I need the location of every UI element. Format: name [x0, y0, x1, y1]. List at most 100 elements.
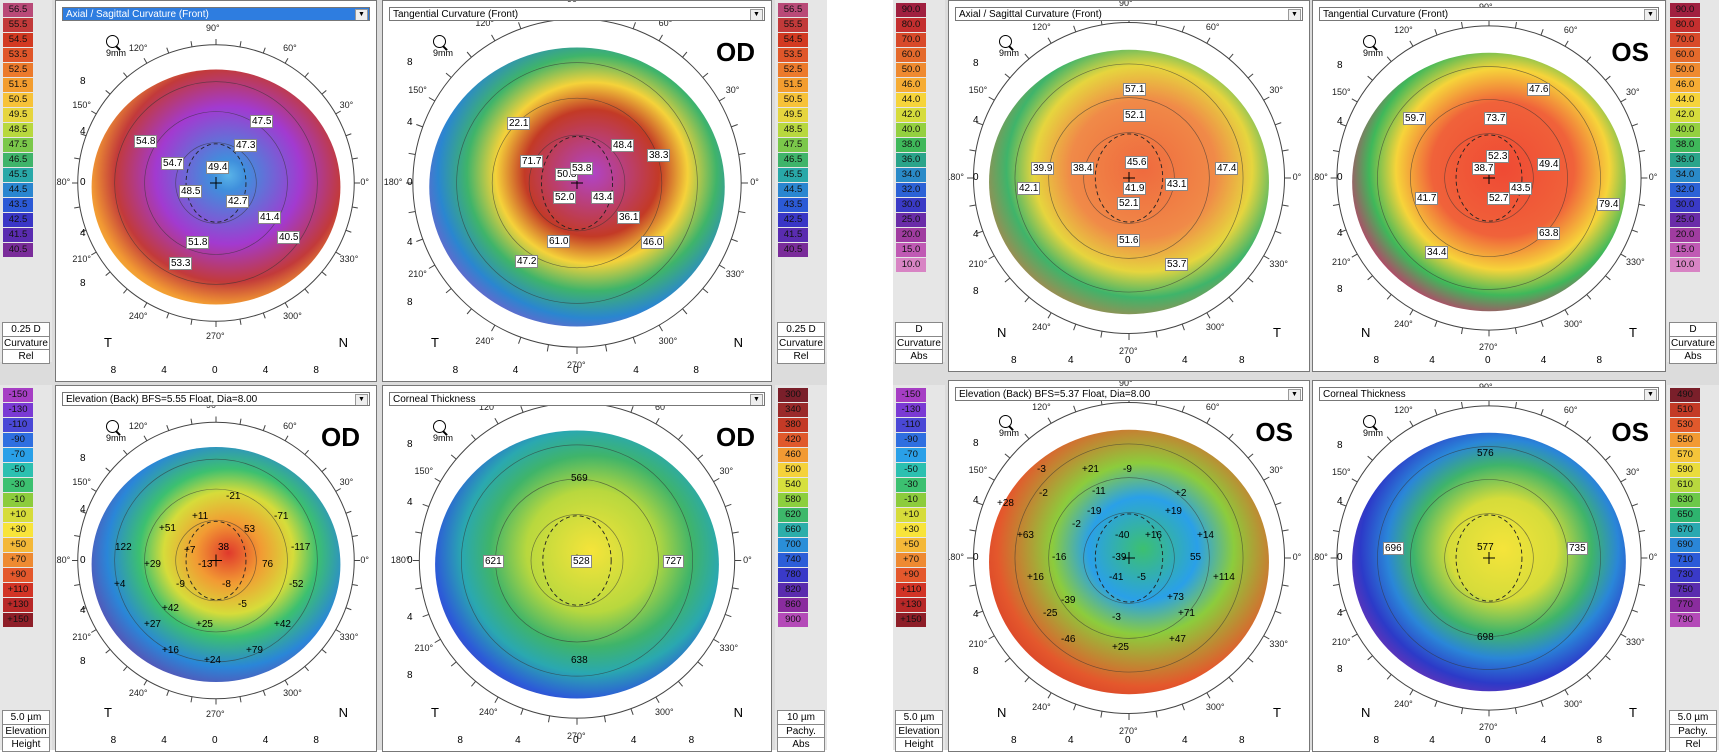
scale-swatch: 670 — [1670, 523, 1700, 537]
zoom-icon[interactable]: 9mm — [106, 420, 126, 443]
scale-swatch: 900 — [778, 613, 808, 627]
side-label-left: T — [104, 705, 112, 720]
y-tick-label: 4 — [1337, 496, 1343, 508]
scale-swatch: 340 — [778, 403, 808, 417]
chevron-down-icon[interactable]: ▼ — [1288, 389, 1301, 400]
chevron-down-icon[interactable]: ▼ — [1288, 9, 1301, 20]
protractor-tick — [335, 251, 341, 256]
zoom-icon[interactable]: 9mm — [1363, 35, 1383, 58]
scale-swatch: 610 — [1670, 478, 1700, 492]
protractor-tick — [713, 638, 720, 644]
y-tick-label: 4 — [1337, 227, 1343, 239]
map-type-dropdown[interactable]: Elevation (Back) BFS=5.37 Float, Dia=8.0… — [955, 387, 1303, 401]
protractor-tick — [80, 133, 87, 137]
scale-swatch: 620 — [778, 508, 808, 522]
degree-label: 180° — [383, 177, 403, 187]
x-tick-label: 4 — [1429, 355, 1435, 366]
scale-swatch: 80.0 — [896, 18, 926, 32]
side-label-right: N — [338, 335, 348, 350]
scale-swatch: +70 — [3, 553, 33, 567]
zoom-icon[interactable]: 9mm — [433, 420, 453, 443]
protractor-tick — [166, 47, 170, 54]
map-value: +42 — [274, 618, 291, 630]
protractor-tick — [166, 312, 170, 319]
degree-label: 210° — [72, 254, 91, 265]
scale-swatch: +50 — [3, 538, 33, 552]
y-tick-label: 8 — [1337, 283, 1343, 295]
map-type-dropdown[interactable]: Tangential Curvature (Front) ▼ — [389, 7, 765, 21]
map-value: 47.6 — [1527, 83, 1551, 96]
x-tick-label: 8 — [1010, 735, 1017, 746]
protractor-tick — [74, 584, 80, 586]
map-type-dropdown[interactable]: Axial / Sagittal Curvature (Front) ▼ — [955, 7, 1303, 21]
zoom-icon[interactable]: 9mm — [1363, 415, 1383, 438]
protractor-tick — [345, 607, 352, 611]
zoom-icon[interactable]: 9mm — [999, 35, 1019, 58]
map-value: 38.7 — [1472, 162, 1496, 175]
scale-swatch: 56.5 — [778, 3, 808, 17]
map-type-dropdown[interactable]: Corneal Thickness ▼ — [1319, 387, 1659, 401]
color-scale: 90.0 80.0 70.0 60.0 50.0 46.0 44.0 42.0 40.0 38.0… — [893, 0, 945, 364]
protractor-tick — [1073, 25, 1077, 33]
protractor-tick — [1339, 503, 1347, 507]
map-value: +16 — [1145, 530, 1162, 541]
map-value: 47.4 — [1215, 162, 1239, 175]
zoom-icon[interactable]: 9mm — [999, 415, 1019, 438]
protractor-tick — [630, 708, 634, 716]
eye-label: OS — [1611, 417, 1649, 447]
map-value: 41.7 — [1415, 192, 1439, 205]
zoom-icon[interactable]: 9mm — [433, 35, 453, 58]
y-tick-label: 0 — [1337, 172, 1343, 183]
x-tick-label: 8 — [313, 735, 319, 746]
protractor-tick — [1047, 37, 1052, 44]
protractor-tick — [1181, 25, 1185, 33]
chevron-down-icon[interactable]: ▼ — [1644, 9, 1657, 20]
map-type-dropdown[interactable]: Corneal Thickness ▼ — [389, 392, 765, 406]
chevron-down-icon[interactable]: ▼ — [355, 394, 368, 405]
map-value: +4 — [114, 578, 126, 590]
protractor-tick — [262, 47, 266, 54]
chevron-down-icon[interactable]: ▼ — [1644, 389, 1657, 400]
map-type-dropdown[interactable]: Axial / Sagittal Curvature (Front) ▼ — [62, 7, 370, 21]
x-tick-label: 4 — [1067, 735, 1074, 746]
protractor-tick — [1332, 203, 1340, 206]
degree-label: 120° — [475, 18, 494, 29]
x-tick-label: 0 — [573, 365, 579, 376]
protractor-tick — [1282, 529, 1289, 532]
map-value: +11 — [192, 510, 209, 522]
degree-label: 60° — [1563, 404, 1578, 415]
degree-label: 60° — [283, 43, 297, 54]
chevron-down-icon[interactable]: ▼ — [750, 394, 763, 405]
zoom-label: 9mm — [1363, 48, 1383, 58]
protractor-tick — [304, 288, 309, 294]
protractor-tick — [1206, 417, 1211, 424]
zoom-icon[interactable]: 9mm — [106, 35, 126, 58]
map-value: 39.9 — [1031, 162, 1055, 175]
scale-swatch: -110 — [3, 418, 33, 432]
chevron-down-icon[interactable]: ▼ — [750, 9, 763, 20]
degree-label: 240° — [1394, 319, 1413, 330]
scale-swatch: 41.5 — [3, 228, 33, 242]
scale-swatch: -10 — [896, 493, 926, 507]
degree-label: 0° — [1292, 172, 1302, 182]
protractor-tick — [1409, 40, 1414, 47]
protractor-tick — [976, 610, 984, 614]
y-tick-label: 0 — [80, 177, 86, 188]
protractor-tick — [1514, 707, 1517, 715]
scale-swatch: 45.5 — [3, 168, 33, 182]
map-value: 41.9 — [1123, 182, 1147, 195]
scale-swatch: +30 — [3, 523, 33, 537]
map-type-dropdown[interactable]: Elevation (Back) BFS=5.55 Float, Dia=8.0… — [62, 392, 370, 406]
protractor-tick — [1564, 40, 1569, 47]
map-value: -3 — [1037, 464, 1046, 475]
y-tick-label: 8 — [973, 666, 979, 678]
map-type-dropdown[interactable]: Tangential Curvature (Front) ▼ — [1319, 7, 1659, 21]
chevron-down-icon[interactable]: ▼ — [355, 9, 368, 20]
scale-swatch: 46.0 — [896, 78, 926, 92]
zone-ring — [528, 134, 626, 232]
protractor-tick — [408, 211, 416, 214]
degree-label: 240° — [475, 335, 494, 346]
map-value: +114 — [1213, 572, 1235, 583]
degree-label: 0° — [1648, 172, 1658, 182]
zone-ring — [1014, 63, 1244, 293]
